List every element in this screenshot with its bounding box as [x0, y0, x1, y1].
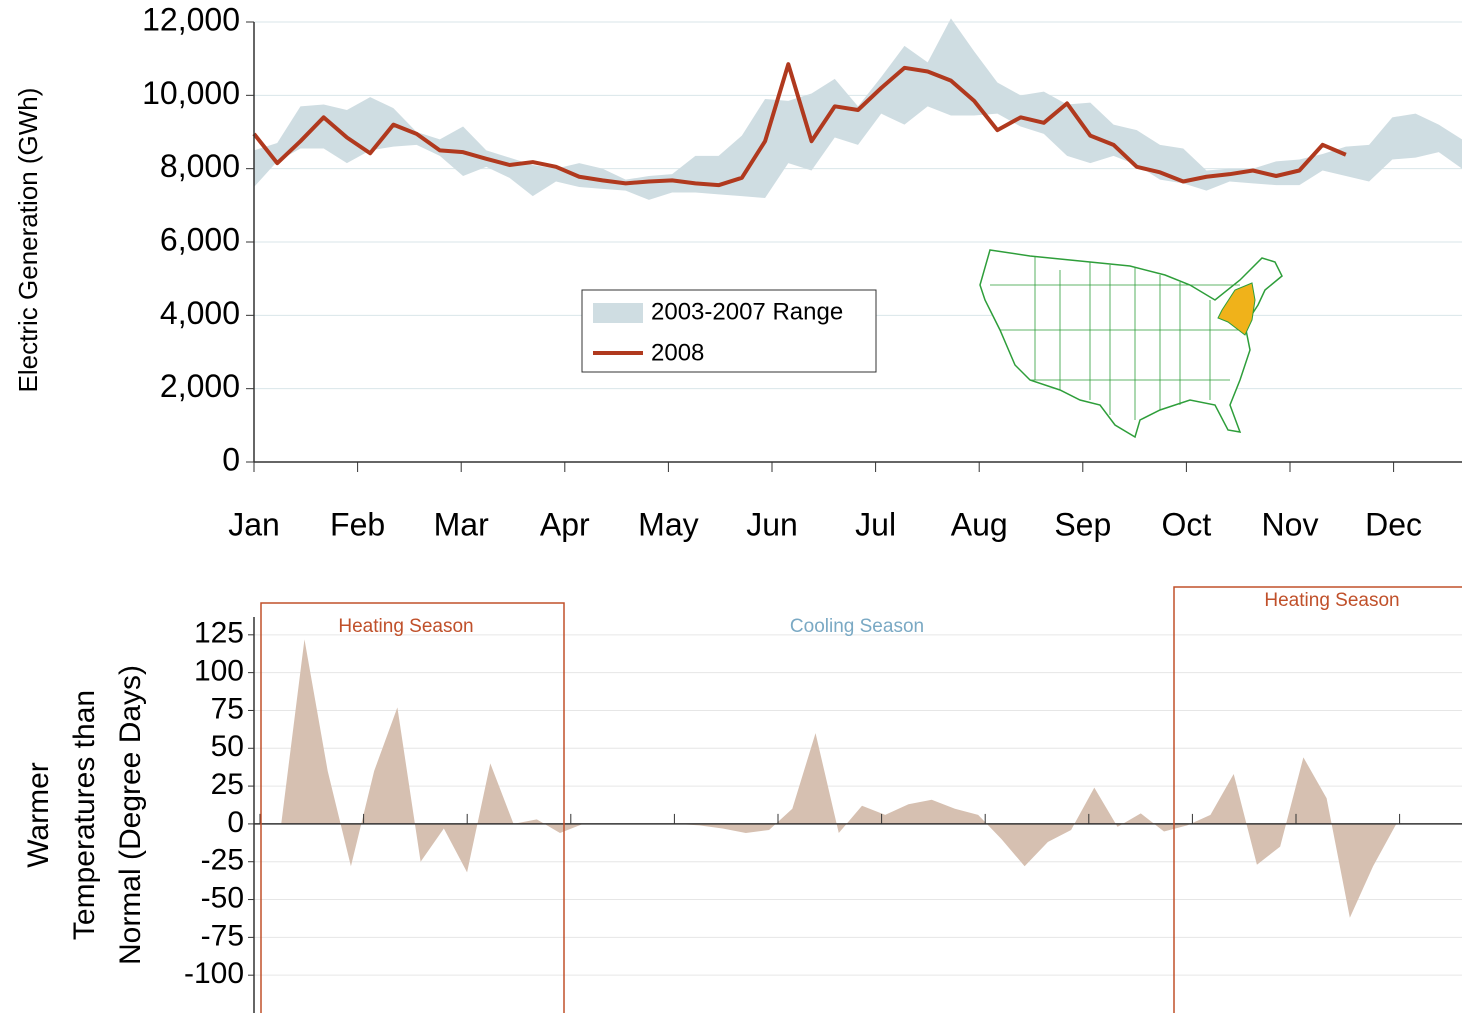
y-tick-label: 75: [211, 692, 244, 725]
y-tick-label: 100: [194, 655, 244, 688]
y-tick-label: 50: [211, 730, 244, 763]
y-tick-label: 4,000: [160, 295, 240, 331]
x-tick-label: Feb: [330, 506, 385, 542]
y-tick-label: 10,000: [142, 75, 240, 111]
x-tick-label: Jul: [855, 506, 896, 542]
region-highlight: [1217, 282, 1256, 336]
annotation: Heating Season: [338, 616, 473, 637]
y-axis-label: Normal (Degree Days): [114, 665, 147, 965]
y-tick-label: 125: [194, 617, 244, 650]
y-tick-label: -100: [184, 957, 244, 990]
map: [979, 249, 1283, 439]
legend-swatch: [593, 303, 643, 323]
legend-label: 2003-2007 Range: [651, 298, 843, 325]
x-tick-label: Apr: [540, 506, 590, 542]
season-box: [1173, 586, 1462, 1013]
x-tick-label: Oct: [1162, 506, 1212, 542]
plot: 0 2,000 4,000 6,000 8,000 10,000 12,000 Jan Feb M…: [142, 1, 1462, 542]
x-tick-label: Sep: [1054, 506, 1111, 542]
state-lines: [990, 256, 1245, 420]
y-tick-label: 25: [211, 768, 244, 801]
legend-label: 2008: [651, 339, 704, 366]
y-tick-label: 2,000: [160, 368, 240, 404]
legend: 2003-2007 Range 2008: [581, 289, 877, 373]
y-tick-label: -25: [201, 844, 244, 877]
x-tick-label: Aug: [951, 506, 1008, 542]
y-tick-label: 0: [222, 441, 240, 477]
y-tick-label: 8,000: [160, 148, 240, 184]
y-tick-label: -50: [201, 881, 244, 914]
x-tick-label: Jan: [228, 506, 280, 542]
plot: -100 -75 -50 -25 0 25 50 75 100 125 Warmer Temperat…: [22, 617, 1462, 1013]
y-tick-label: 0: [227, 806, 244, 839]
annotation: Cooling Season: [790, 616, 924, 637]
y-axis-label: Warmer: [22, 762, 55, 868]
y-axis-label: Temperatures than: [68, 690, 101, 940]
season-box: [260, 602, 565, 1013]
us-outline: [979, 249, 1283, 439]
x-tick-label: Dec: [1365, 506, 1422, 542]
x-tick-label: May: [638, 506, 698, 542]
annotation: Heating Season: [1264, 590, 1399, 611]
y-tick-label: 6,000: [160, 221, 240, 257]
y-tick-label: 12,000: [142, 1, 240, 37]
x-tick-label: Jun: [746, 506, 798, 542]
x-tick-label: Mar: [434, 506, 489, 542]
line: [252, 62, 1347, 188]
x-tick-label: Nov: [1262, 506, 1319, 542]
y-axis-label: Electric Generation (GWh): [13, 88, 43, 393]
area: [258, 639, 1397, 918]
y-tick-label: -75: [201, 919, 244, 952]
